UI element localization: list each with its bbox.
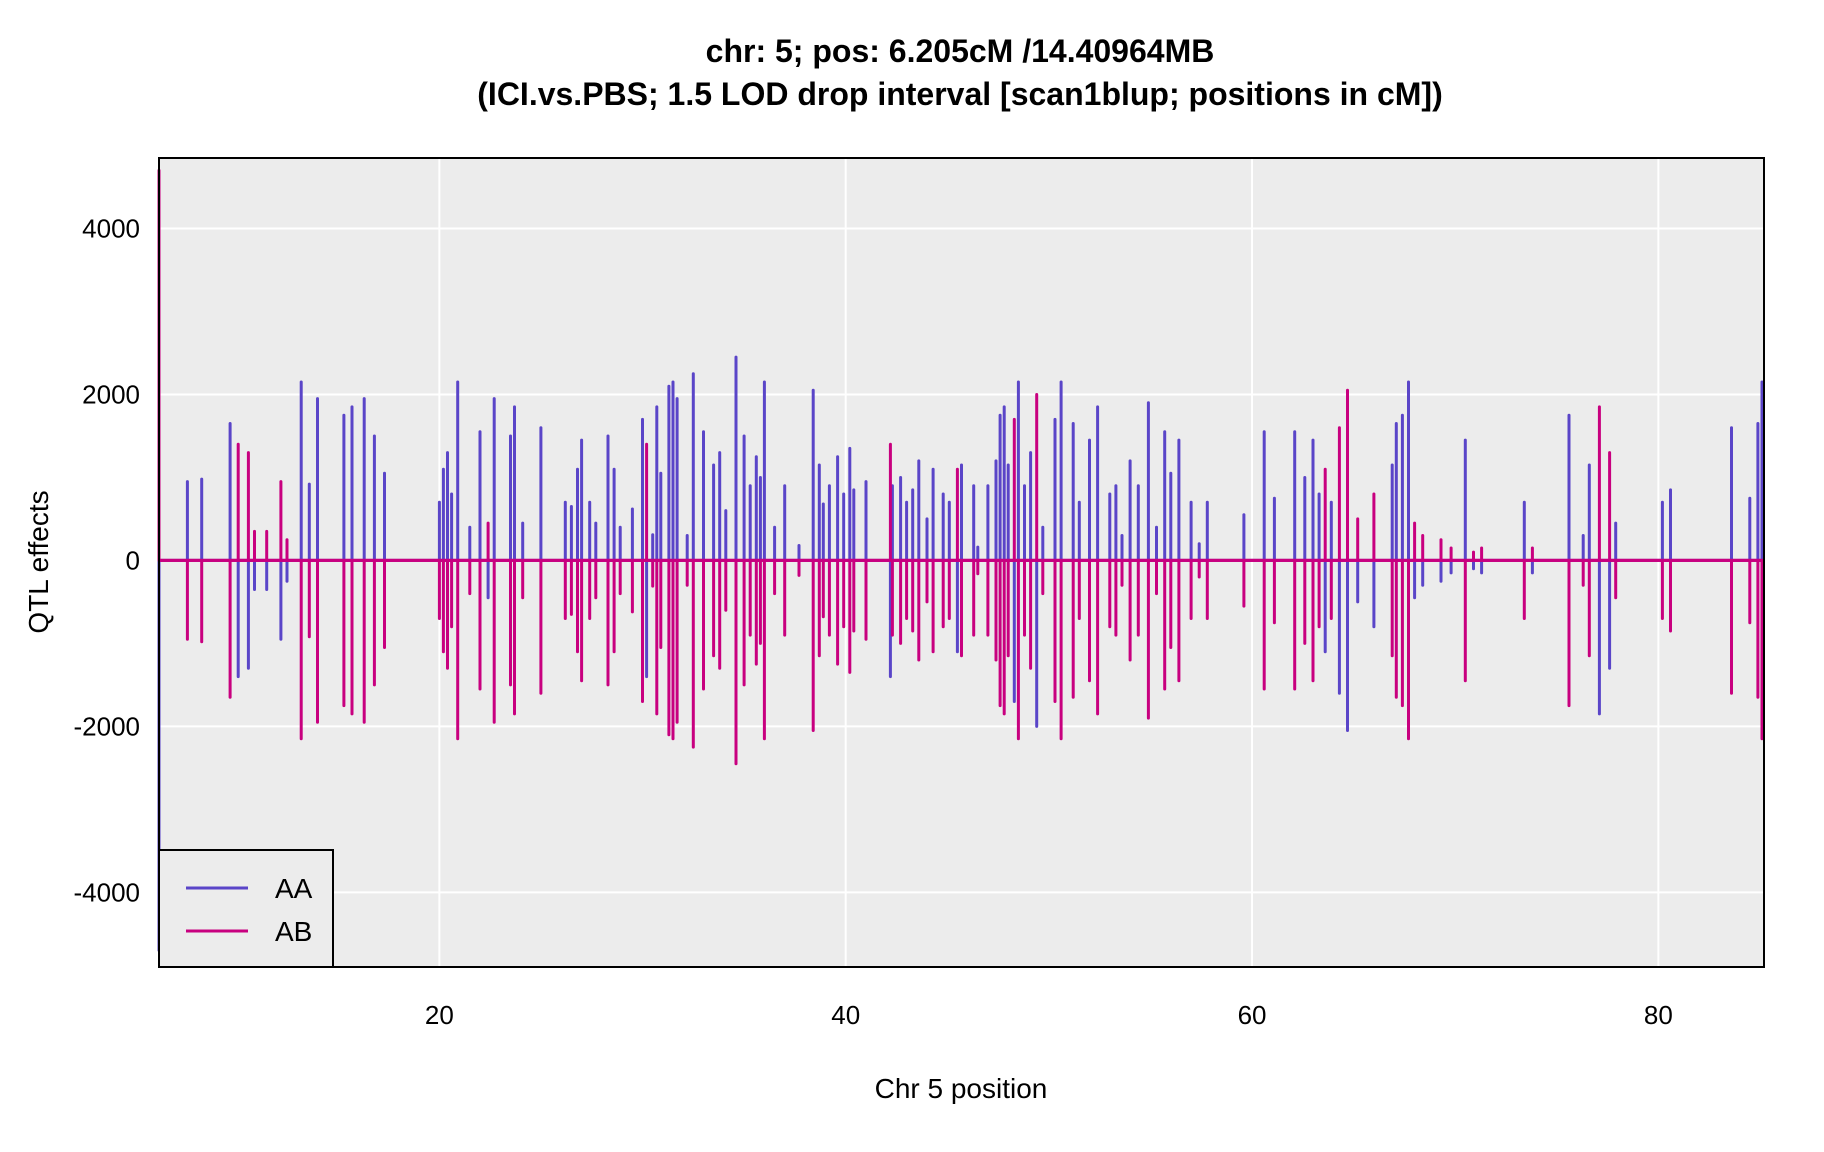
y-tick-label: 2000 bbox=[82, 379, 140, 409]
y-tick-label: 4000 bbox=[82, 214, 140, 244]
plot-border bbox=[158, 157, 1765, 968]
y-tick-label: 0 bbox=[126, 545, 140, 575]
x-axis-ticks: 20 40 60 80 bbox=[425, 1000, 1673, 1030]
y-axis-label: QTL effects bbox=[23, 490, 54, 633]
y-tick-label: -2000 bbox=[74, 711, 141, 741]
x-tick-label: 80 bbox=[1644, 1000, 1673, 1030]
y-tick-label: -4000 bbox=[74, 877, 141, 907]
series-lines bbox=[157, 168, 1764, 952]
plot-panel bbox=[157, 157, 1765, 968]
x-tick-label: 20 bbox=[425, 1000, 454, 1030]
y-axis-ticks: -4000 -2000 0 2000 4000 bbox=[74, 214, 141, 908]
x-tick-label: 60 bbox=[1238, 1000, 1267, 1030]
legend-label-ab: AB bbox=[275, 916, 312, 947]
legend-label-aa: AA bbox=[275, 873, 313, 904]
chart-subtitle: (ICI.vs.PBS; 1.5 LOD drop interval [scan… bbox=[477, 76, 1442, 112]
x-axis-label: Chr 5 position bbox=[875, 1073, 1048, 1104]
legend-box bbox=[158, 849, 334, 968]
legend: AA AB bbox=[158, 849, 334, 968]
chart-title: chr: 5; pos: 6.205cM /14.40964MB bbox=[706, 33, 1215, 69]
x-tick-label: 40 bbox=[831, 1000, 860, 1030]
